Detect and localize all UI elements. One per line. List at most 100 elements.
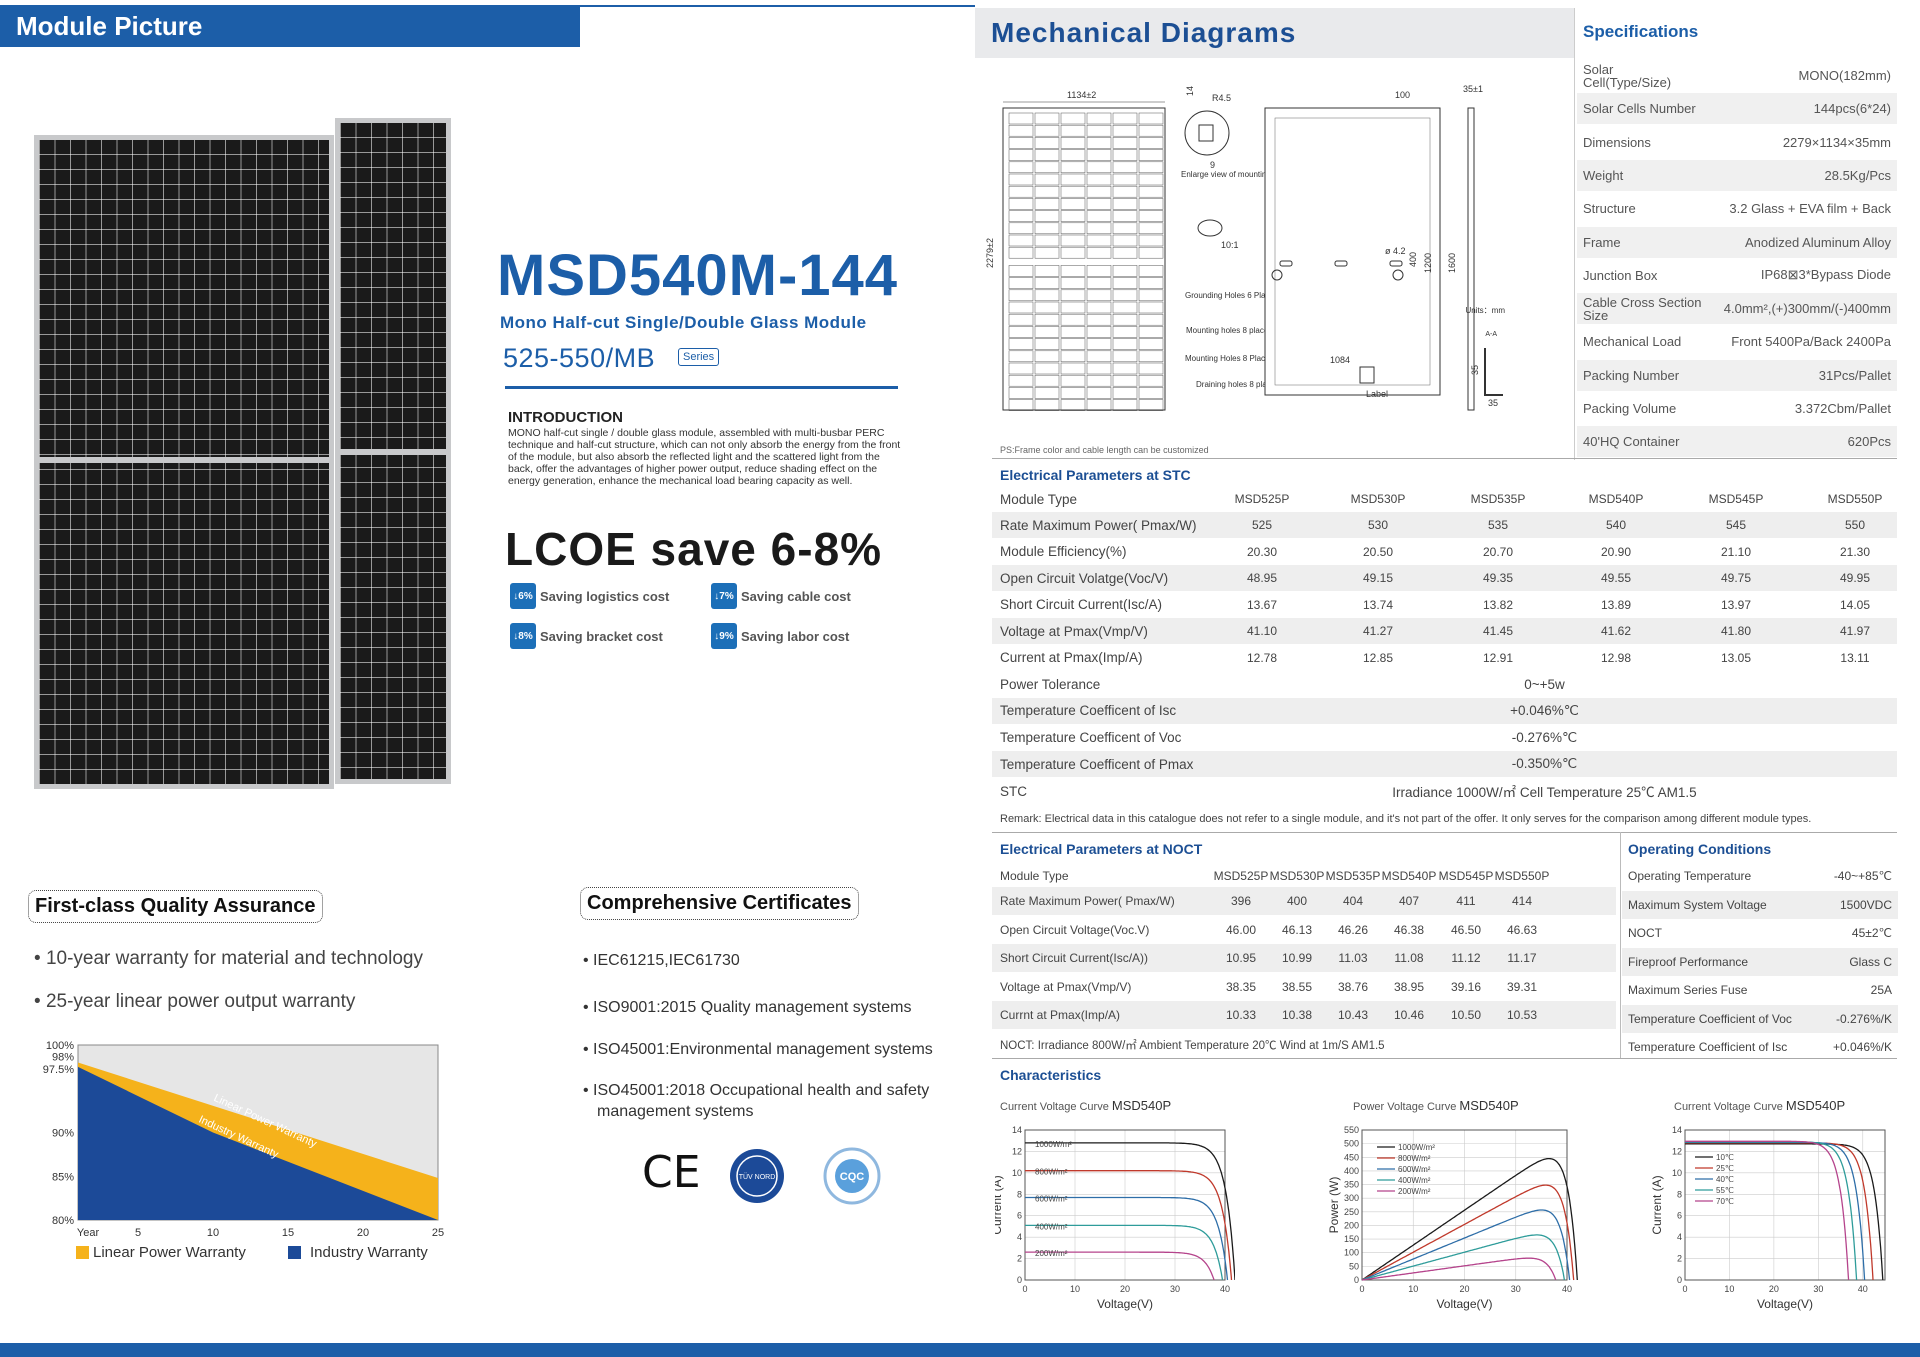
- cell: 13.97: [1720, 597, 1752, 612]
- y-tick: 100%: [46, 1040, 74, 1052]
- cell: [1060, 234, 1086, 247]
- plot-frame: [1361, 1129, 1568, 1281]
- operating-value: Glass C: [1849, 954, 1892, 969]
- cell: [1138, 234, 1164, 247]
- table-row: Rate Maximum Power( Pmax/W) 396 400 404 407 4…: [992, 887, 1616, 915]
- spec-value: Front 5400Pa/Back 2400Pa: [1731, 334, 1891, 350]
- draining-label: Draining holes 8 places: [1196, 380, 1279, 389]
- module-picture-header: Module Picture: [0, 5, 580, 47]
- cell: [1060, 246, 1086, 259]
- cell: 38.55: [1281, 979, 1313, 994]
- front-cell-grid: [1008, 112, 1164, 411]
- y-axis-label: Current (A): [995, 1175, 1004, 1234]
- cell: [1112, 137, 1138, 149]
- cell: [1112, 313, 1138, 326]
- cell: [1034, 313, 1060, 326]
- row-label: Voltage at Pmax(Vmp/V): [1000, 979, 1132, 994]
- series-line: [1685, 1141, 1866, 1281]
- x-tick: 25: [432, 1227, 444, 1239]
- cell: [1034, 374, 1060, 387]
- series-line: [1361, 1157, 1578, 1281]
- dim-width: 1134±2: [1067, 90, 1096, 100]
- cell: [1086, 234, 1112, 247]
- cell: [1086, 265, 1112, 277]
- cell: 10.99: [1281, 951, 1313, 965]
- legend-label: 55℃: [1716, 1186, 1734, 1195]
- cell: 41.80: [1720, 624, 1752, 638]
- y-tick: 4: [1017, 1232, 1022, 1242]
- y-tick: 450: [1344, 1152, 1359, 1162]
- cell: [1060, 124, 1086, 137]
- series-line: [1025, 1142, 1235, 1281]
- cell: [1008, 234, 1034, 247]
- legend-label: 600W/m²: [1398, 1165, 1431, 1174]
- cell: [1086, 112, 1112, 125]
- down-arrow-badge: ↓9%: [711, 623, 737, 649]
- y-tick: 350: [1344, 1180, 1359, 1190]
- legend-label: 25℃: [1716, 1164, 1734, 1173]
- row-label: Temperature Coefficent of Isc: [1000, 703, 1177, 719]
- model-header: MSD530P: [1269, 869, 1325, 883]
- shared-value: 0~+5w: [1524, 676, 1565, 692]
- spec-row: Mechanical Load Front 5400Pa/Back 2400Pa: [1577, 326, 1897, 357]
- cell: [1060, 185, 1086, 198]
- chart-title: Current Voltage Curve MSD540P: [1674, 1098, 1846, 1113]
- x-tick: 30: [1511, 1284, 1521, 1294]
- characteristics-title: Characteristics: [1000, 1067, 1102, 1083]
- dim-100: 100: [1395, 90, 1410, 100]
- operating-row: NOCT 45±2℃: [1622, 919, 1898, 947]
- y-tick: 0: [1017, 1275, 1022, 1285]
- operating-row: Operating Temperature -40~+85℃: [1622, 862, 1898, 890]
- cell: [1086, 149, 1112, 161]
- cell: 414: [1511, 894, 1533, 908]
- cell: 11.12: [1451, 951, 1481, 965]
- cell: [1138, 374, 1164, 387]
- cell: [1008, 301, 1034, 314]
- module-picture-title: Module Picture: [16, 11, 203, 41]
- ce-logo: CE: [642, 1147, 701, 1198]
- series-line: [1361, 1234, 1566, 1281]
- spec-value: 28.5Kg/Pcs: [1824, 167, 1892, 183]
- cell: [1112, 387, 1138, 399]
- cell: [1060, 374, 1086, 387]
- operating-row: Temperature Coefficient of Voc -0.276%/K: [1622, 1004, 1898, 1033]
- table-row: Current at Pmax(Imp/A) 12.78 12.85 12.91 12.…: [992, 645, 1897, 671]
- operating-value: 45±2℃: [1851, 926, 1892, 940]
- header-label: Module Type: [1000, 491, 1078, 507]
- cell: 41.97: [1839, 624, 1871, 638]
- mounting-label: Mounting holes 8 places for Nextracker: [1186, 326, 1325, 335]
- cell: [1008, 124, 1034, 137]
- spec-key: Packing Volume: [1583, 401, 1677, 416]
- cert-item: • ISO45001:2018 Occupational health and …: [583, 1082, 930, 1120]
- solar-panel-back: [335, 118, 451, 784]
- cell: [1034, 173, 1060, 186]
- cell: [1034, 161, 1060, 174]
- operating-row: Maximum Series Fuse 25A: [1622, 976, 1898, 1004]
- cell: [1060, 289, 1086, 302]
- x-tick: 40: [1562, 1284, 1572, 1294]
- lcoe-headline: LCOE save 6-8%: [505, 523, 883, 575]
- dim-35: 35±1: [1463, 84, 1483, 94]
- cell: 41.62: [1600, 624, 1632, 638]
- y-tick: 0: [1354, 1275, 1359, 1285]
- operating-row: Fireproof Performance Glass C: [1622, 947, 1898, 976]
- cell: 13.89: [1600, 597, 1632, 612]
- cell: [1138, 338, 1164, 350]
- stc-title: Electrical Parameters at STC: [1000, 467, 1191, 483]
- spec-value: 3.372Cbm/Pallet: [1794, 401, 1891, 416]
- cell: [1138, 161, 1164, 174]
- y-tick: 4: [1677, 1232, 1682, 1242]
- operating-key: NOCT: [1628, 926, 1662, 940]
- cell: [1034, 185, 1060, 198]
- intro-title: INTRODUCTION: [508, 409, 623, 426]
- y-tick: 80%: [52, 1215, 74, 1227]
- cell: [1034, 289, 1060, 302]
- legend-label: 400W/m²: [1398, 1176, 1431, 1185]
- cell: [1008, 185, 1034, 198]
- spec-key: 40'HQ Container: [1583, 434, 1680, 450]
- table-row: Short Circuit Current(Isc/A) 13.67 13.74 13…: [992, 592, 1897, 618]
- enlarge-label: Enlarge view of mounting hole(10:1): [1181, 170, 1309, 179]
- operating-key: Fireproof Performance: [1628, 954, 1749, 969]
- operating-value: 1500VDC: [1839, 897, 1892, 912]
- spec-value: MONO(182mm): [1798, 68, 1891, 83]
